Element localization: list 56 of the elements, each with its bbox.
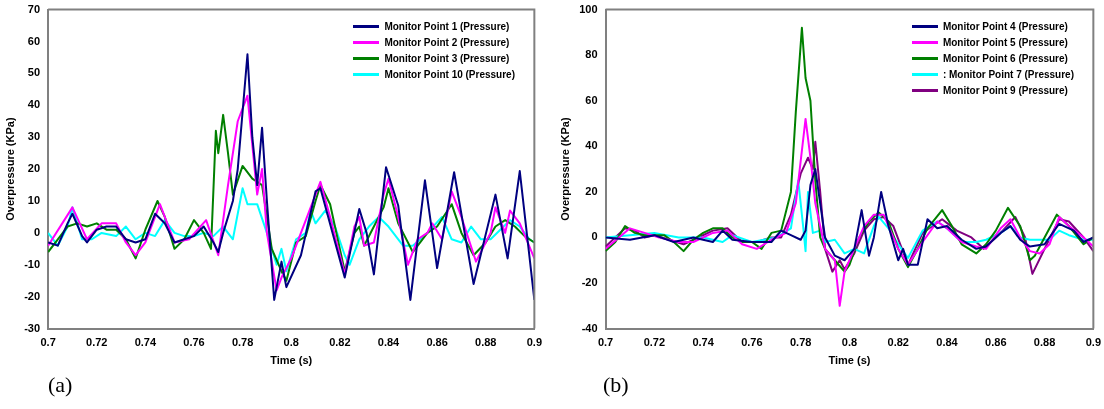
- y-tick-label: 0: [591, 230, 598, 243]
- y-tick-label: 100: [579, 2, 598, 15]
- y-tick-label: 20: [585, 184, 598, 197]
- y-axis-title: Overpressure (KPa): [3, 117, 16, 221]
- x-tick-label: 0.8: [841, 336, 858, 349]
- y-tick-label: 10: [27, 194, 41, 207]
- x-axis-title: Time (s): [828, 354, 871, 367]
- y-tick-label: 20: [27, 162, 41, 175]
- y-tick-label: -40: [581, 321, 598, 334]
- legend-label: Monitor Point 1 (Pressure): [384, 20, 510, 32]
- x-tick-label: 0.86: [426, 336, 448, 349]
- x-tick-label: 0.74: [134, 336, 157, 349]
- y-tick-label: -10: [24, 257, 41, 270]
- y-tick-label: 30: [27, 130, 41, 143]
- y-tick-label: 60: [585, 93, 598, 106]
- legend-label: : Monitor Point 7 (Pressure): [942, 68, 1074, 80]
- x-tick-label: 0.82: [329, 336, 351, 349]
- x-tick-label: 0.86: [985, 336, 1007, 349]
- legend-label: Monitor Point 3 (Pressure): [384, 52, 510, 64]
- legend-label: Monitor Point 10 (Pressure): [384, 68, 515, 80]
- x-tick-label: 0.9: [1085, 336, 1101, 349]
- y-tick-label: -30: [24, 321, 41, 334]
- y-tick-label: -20: [581, 276, 598, 289]
- x-tick-label: 0.88: [1033, 336, 1056, 349]
- x-tick-label: 0.7: [40, 336, 56, 349]
- x-tick-label: 0.8: [283, 336, 299, 349]
- x-tick-label: 0.76: [741, 336, 763, 349]
- x-tick-label: 0.78: [789, 336, 812, 349]
- y-tick-label: 40: [585, 139, 598, 152]
- x-tick-label: 0.88: [475, 336, 497, 349]
- legend-label: Monitor Point 2 (Pressure): [384, 36, 510, 48]
- x-tick-label: 0.78: [231, 336, 254, 349]
- x-tick-label: 0.7: [597, 336, 614, 349]
- y-tick-label: 40: [27, 98, 41, 111]
- text: (a): [48, 372, 74, 398]
- x-tick-label: 0.72: [86, 336, 108, 349]
- legend-label: Monitor Point 9 (Pressure): [942, 84, 1068, 96]
- x-tick-label: 0.82: [887, 336, 909, 349]
- x-axis-title: Time (s): [270, 354, 313, 367]
- legend-label: Monitor Point 6 (Pressure): [942, 52, 1068, 64]
- x-tick-label: 0.74: [692, 336, 715, 349]
- x-tick-label: 0.84: [377, 336, 401, 349]
- legend-label: Monitor Point 4 (Pressure): [942, 20, 1068, 32]
- y-tick-label: 60: [27, 34, 41, 47]
- legend-label: Monitor Point 5 (Pressure): [942, 36, 1068, 48]
- x-tick-label: 0.72: [643, 336, 666, 349]
- y-tick-label: 70: [27, 2, 41, 15]
- text: (b): [603, 372, 630, 398]
- x-tick-label: 0.76: [183, 336, 205, 349]
- x-tick-label: 0.84: [936, 336, 959, 349]
- y-tick-label: 80: [585, 48, 598, 61]
- y-axis-title: Overpressure (KPa): [558, 117, 571, 221]
- x-tick-label: 0.9: [526, 336, 542, 349]
- y-tick-label: 0: [33, 225, 41, 238]
- y-tick-label: -20: [24, 289, 41, 302]
- y-tick-label: 50: [27, 66, 41, 79]
